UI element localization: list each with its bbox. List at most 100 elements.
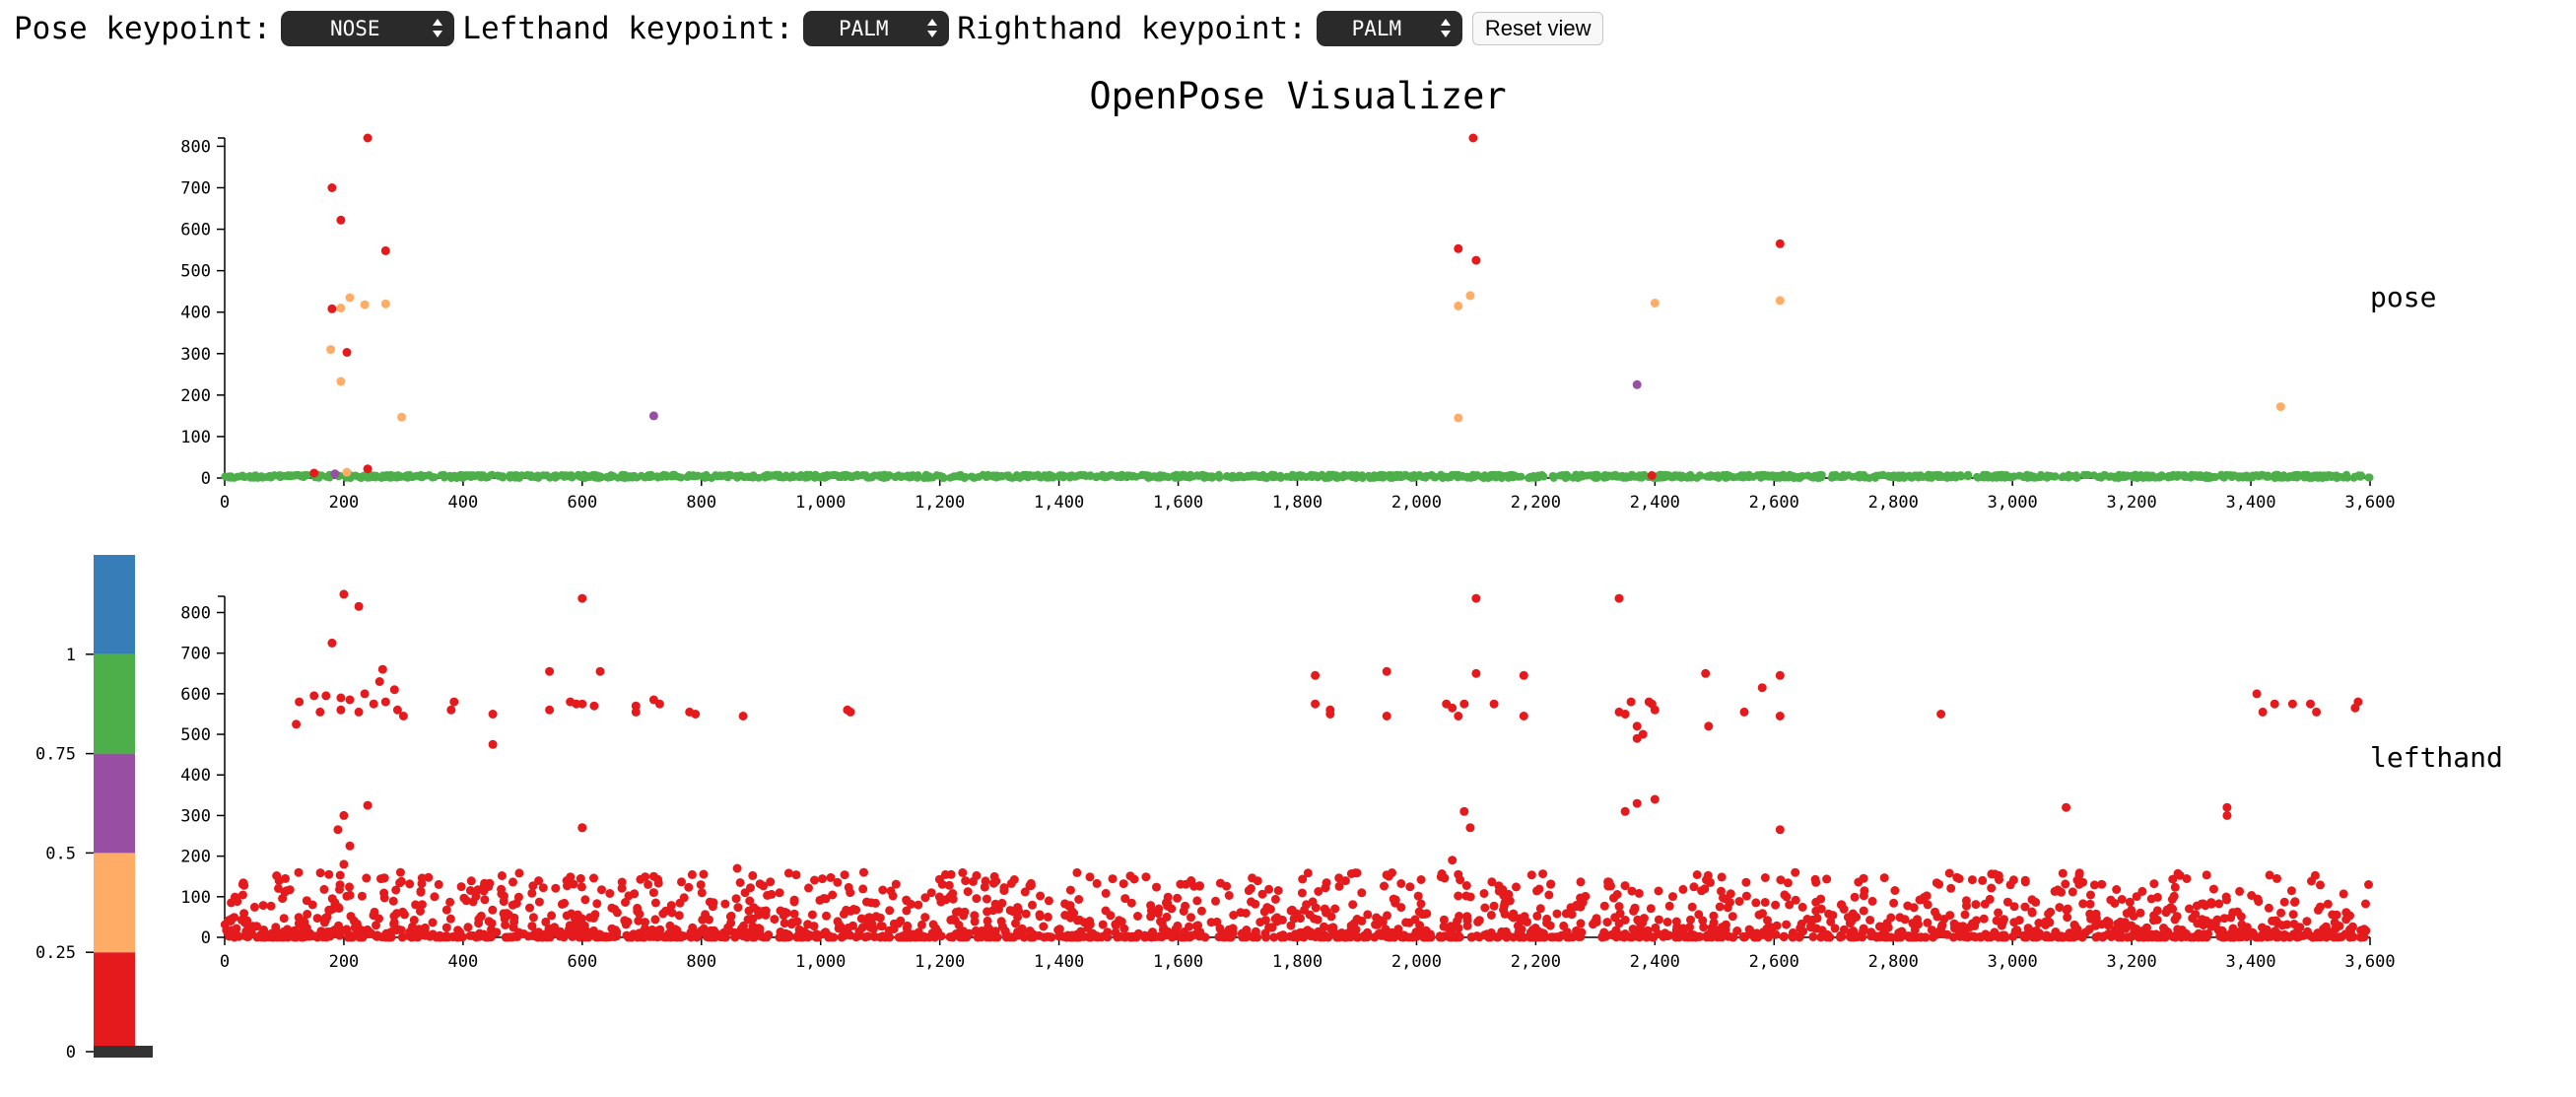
data-point bbox=[2182, 874, 2192, 883]
data-point bbox=[1357, 916, 1367, 926]
data-point bbox=[1054, 931, 1064, 941]
data-point bbox=[948, 889, 958, 898]
data-point bbox=[2123, 932, 2133, 942]
lefthand-panel[interactable]: 0 200 400 600 800 1,000 1,200 1,400 1,600 1,800 2,… bbox=[180, 589, 2503, 972]
data-point bbox=[1697, 886, 1707, 896]
data-point bbox=[725, 912, 735, 922]
data-point bbox=[759, 881, 769, 891]
data-point bbox=[1461, 891, 1471, 901]
legend-band bbox=[94, 653, 135, 754]
data-point bbox=[1039, 922, 1049, 931]
data-point bbox=[1687, 902, 1697, 912]
data-point bbox=[730, 927, 740, 937]
data-point bbox=[551, 883, 561, 893]
data-point bbox=[732, 863, 742, 873]
data-point bbox=[1589, 920, 1597, 929]
lefthand-keypoint-select[interactable]: PALM bbox=[803, 11, 950, 46]
data-point bbox=[577, 823, 587, 833]
data-point bbox=[2005, 880, 2015, 890]
data-point bbox=[345, 293, 355, 303]
data-point bbox=[686, 927, 696, 937]
data-point bbox=[1186, 876, 1196, 885]
pose-keypoint-select[interactable]: NOSE bbox=[281, 11, 455, 46]
data-point bbox=[1085, 920, 1095, 929]
data-point bbox=[1776, 875, 1786, 885]
reset-view-button[interactable]: Reset view bbox=[1471, 12, 1604, 45]
data-point bbox=[1092, 878, 1102, 888]
data-point bbox=[2145, 473, 2154, 482]
data-point bbox=[1757, 473, 1765, 482]
data-point bbox=[1946, 883, 1956, 893]
data-point bbox=[274, 883, 283, 893]
data-point bbox=[508, 877, 517, 887]
data-point bbox=[1739, 932, 1749, 942]
data-point bbox=[1080, 471, 1089, 479]
data-point bbox=[1286, 921, 1296, 930]
data-point bbox=[2014, 916, 2024, 926]
data-point bbox=[266, 901, 276, 911]
data-point bbox=[2310, 870, 2320, 880]
data-point bbox=[1954, 928, 1964, 938]
data-point bbox=[1791, 895, 1800, 905]
data-point bbox=[1797, 902, 1807, 912]
data-point bbox=[241, 931, 251, 941]
data-point bbox=[376, 874, 385, 884]
data-point bbox=[257, 472, 266, 481]
data-point bbox=[2199, 899, 2208, 909]
data-point bbox=[236, 472, 244, 481]
data-point bbox=[1517, 916, 1526, 926]
data-point bbox=[1176, 879, 1186, 889]
data-point bbox=[576, 873, 585, 883]
data-point bbox=[2041, 917, 2051, 926]
data-point bbox=[527, 922, 537, 931]
data-point bbox=[1626, 697, 1636, 707]
righthand-keypoint-select[interactable]: PALM bbox=[1316, 11, 1462, 46]
data-point bbox=[1416, 899, 1426, 909]
data-point bbox=[1763, 916, 1772, 926]
data-point bbox=[333, 903, 343, 912]
data-point bbox=[1812, 472, 1821, 481]
data-point bbox=[2010, 926, 2020, 936]
data-point bbox=[506, 473, 514, 482]
data-point bbox=[374, 914, 383, 924]
data-point bbox=[2222, 895, 2231, 905]
data-point bbox=[2172, 912, 2182, 922]
data-point bbox=[2302, 917, 2312, 926]
data-point bbox=[409, 916, 419, 925]
data-point bbox=[948, 915, 958, 925]
data-point bbox=[859, 867, 868, 877]
data-point bbox=[1321, 883, 1330, 893]
data-point bbox=[947, 931, 957, 941]
data-point bbox=[1153, 909, 1163, 919]
data-point bbox=[1632, 798, 1642, 808]
data-point bbox=[819, 928, 829, 938]
data-point bbox=[1390, 932, 1399, 942]
toolbar: Pose keypoint: NOSE Lefthand keypoint: P… bbox=[14, 10, 1604, 47]
data-point bbox=[557, 899, 567, 909]
data-point bbox=[2077, 932, 2087, 942]
data-point bbox=[321, 691, 331, 701]
data-point bbox=[1782, 892, 1792, 902]
data-point bbox=[2132, 892, 2141, 902]
data-point bbox=[2245, 931, 2255, 941]
pose-panel[interactable]: 0 200 400 600 800 1,000 1,200 1,400 1,600 1,800 2,… bbox=[180, 133, 2436, 514]
data-point bbox=[1701, 668, 1711, 678]
data-point bbox=[434, 879, 443, 889]
data-point bbox=[934, 874, 944, 884]
data-point bbox=[946, 473, 955, 482]
data-point bbox=[1775, 296, 1785, 306]
data-point bbox=[389, 920, 399, 929]
lefthand-keypoint-value: PALM bbox=[838, 17, 889, 40]
data-point bbox=[1597, 932, 1607, 942]
data-point bbox=[1826, 917, 1836, 926]
data-point bbox=[1229, 911, 1239, 920]
data-point bbox=[708, 473, 716, 482]
data-point bbox=[2185, 932, 2195, 942]
data-point bbox=[295, 697, 305, 707]
data-point bbox=[744, 906, 754, 916]
x-tick-label: 800 bbox=[686, 952, 716, 972]
data-point bbox=[2226, 928, 2236, 938]
data-point bbox=[2051, 927, 2061, 936]
data-point bbox=[360, 689, 370, 699]
